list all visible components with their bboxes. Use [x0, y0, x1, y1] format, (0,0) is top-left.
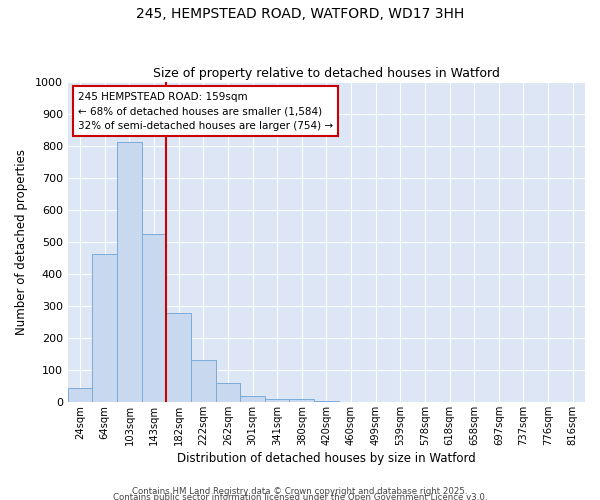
Bar: [289, 398, 314, 402]
Bar: [166, 312, 191, 402]
Bar: [215, 382, 240, 402]
X-axis label: Distribution of detached houses by size in Watford: Distribution of detached houses by size …: [177, 452, 476, 465]
Title: Size of property relative to detached houses in Watford: Size of property relative to detached ho…: [153, 66, 500, 80]
Text: 245, HEMPSTEAD ROAD, WATFORD, WD17 3HH: 245, HEMPSTEAD ROAD, WATFORD, WD17 3HH: [136, 8, 464, 22]
Y-axis label: Number of detached properties: Number of detached properties: [15, 149, 28, 335]
Text: Contains HM Land Registry data © Crown copyright and database right 2025.: Contains HM Land Registry data © Crown c…: [132, 487, 468, 496]
Bar: [191, 360, 215, 402]
Text: 245 HEMPSTEAD ROAD: 159sqm
← 68% of detached houses are smaller (1,584)
32% of s: 245 HEMPSTEAD ROAD: 159sqm ← 68% of deta…: [78, 92, 333, 132]
Bar: [142, 234, 166, 402]
Bar: [265, 398, 289, 402]
Text: Contains public sector information licensed under the Open Government Licence v3: Contains public sector information licen…: [113, 492, 487, 500]
Bar: [92, 254, 117, 402]
Bar: [117, 142, 142, 402]
Bar: [240, 396, 265, 402]
Bar: [68, 388, 92, 402]
